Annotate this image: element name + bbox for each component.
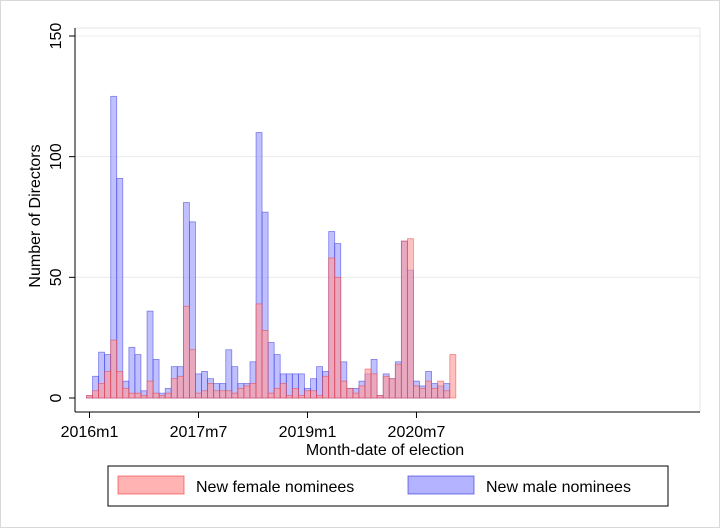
female-bar xyxy=(104,371,112,399)
female-bar xyxy=(400,240,408,399)
legend-swatch-female xyxy=(117,475,185,495)
female-bar xyxy=(170,378,178,399)
female-bar xyxy=(346,387,354,399)
y-tick-label: 0 xyxy=(48,393,65,402)
female-bar xyxy=(201,390,208,399)
female-bar xyxy=(249,383,257,399)
female-bar xyxy=(310,390,317,399)
legend-label-female: New female nominees xyxy=(196,479,354,496)
female-bar xyxy=(376,395,384,399)
female-bar xyxy=(437,380,445,399)
female-bar xyxy=(225,390,233,399)
female-bar xyxy=(189,349,196,399)
female-bar xyxy=(316,395,323,399)
female-bar xyxy=(255,303,263,399)
male-bar xyxy=(267,342,275,399)
female-bar xyxy=(291,387,299,399)
female-bar xyxy=(394,363,402,399)
female-bar xyxy=(110,339,118,399)
female-bar xyxy=(98,383,106,399)
axes: 0 50 100 150 2016m1 2017m7 2019m1 2020m7 xyxy=(48,23,700,441)
female-bar xyxy=(243,385,251,399)
female-bar xyxy=(370,373,378,399)
female-bar xyxy=(267,392,275,399)
female-bar xyxy=(407,238,414,399)
female-bar xyxy=(298,395,305,399)
male-bar xyxy=(128,346,136,399)
female-bar xyxy=(382,375,390,399)
female-bar xyxy=(92,390,99,399)
female-bar xyxy=(425,380,432,399)
female-bar xyxy=(122,387,130,399)
gridlines xyxy=(75,27,701,412)
y-tick-label: 150 xyxy=(48,23,65,50)
female-bar xyxy=(195,392,202,399)
x-tick-label: 2017m7 xyxy=(170,424,228,441)
female-bar xyxy=(213,390,221,399)
female-bar xyxy=(304,390,311,399)
female-bar xyxy=(364,368,372,399)
female-bar xyxy=(431,387,439,399)
female-bar xyxy=(322,375,330,399)
female-bar xyxy=(219,390,227,399)
female-bar xyxy=(207,383,215,399)
female-bar xyxy=(388,378,396,399)
legend-label-male: New male nominees xyxy=(486,479,631,496)
female-bar xyxy=(128,392,136,399)
female-bar xyxy=(176,375,184,399)
female-bar xyxy=(273,387,281,399)
legend: New female nominees New male nominees xyxy=(107,465,669,507)
female-bar xyxy=(152,392,160,399)
male-bar xyxy=(116,177,124,399)
female-bar xyxy=(279,383,287,399)
female-bar xyxy=(340,380,348,399)
female-bar xyxy=(358,385,366,399)
female-bar xyxy=(413,385,420,399)
female-bar xyxy=(443,390,451,399)
y-axis-title: Number of Directors xyxy=(27,144,44,287)
male-bar xyxy=(152,358,160,399)
y-tick-label: 50 xyxy=(48,268,65,286)
x-tick-label: 2020m7 xyxy=(388,424,446,441)
female-bar xyxy=(285,395,293,399)
x-axis-title: Month-date of election xyxy=(306,442,464,459)
female-bar xyxy=(261,330,269,399)
male-bar xyxy=(134,354,142,399)
x-tick-label: 2016m1 xyxy=(61,424,119,441)
female-bar xyxy=(419,387,426,399)
female-bar xyxy=(334,276,342,399)
female-bar xyxy=(140,395,148,399)
male-bar xyxy=(285,373,293,399)
female-bar xyxy=(146,380,154,399)
legend-swatch-male xyxy=(407,475,475,495)
female-bar xyxy=(449,354,457,399)
y-tick-label: 100 xyxy=(48,143,65,170)
female-bar xyxy=(352,392,360,399)
female-bar xyxy=(134,392,142,399)
male-bar xyxy=(298,373,305,399)
female-bar xyxy=(164,392,172,399)
female-bar xyxy=(328,257,336,399)
x-tick-label: 2019m1 xyxy=(279,424,337,441)
female-bar xyxy=(182,305,190,399)
female-bar xyxy=(86,395,93,399)
female-bar xyxy=(237,387,245,399)
male-bar xyxy=(316,366,323,399)
female-bar xyxy=(231,392,239,399)
female-bar xyxy=(158,395,166,399)
legend-box xyxy=(107,465,669,507)
female-series xyxy=(86,238,457,399)
female-bar xyxy=(116,371,124,399)
